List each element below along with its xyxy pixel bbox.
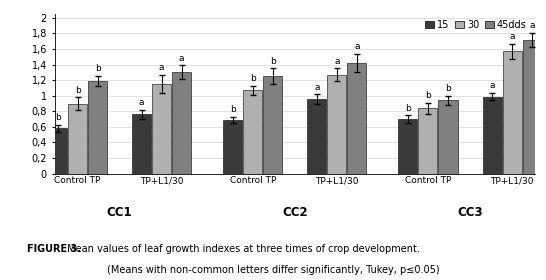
Text: b: b: [405, 104, 411, 113]
Bar: [399, 119, 418, 174]
Bar: [418, 108, 437, 174]
Bar: [523, 40, 542, 174]
Text: CC1: CC1: [107, 206, 133, 219]
Bar: [172, 73, 191, 174]
Text: a: a: [314, 83, 319, 92]
Text: Mean values of leaf growth indexes at three times of crop development.: Mean values of leaf growth indexes at th…: [64, 244, 420, 254]
Bar: [307, 99, 327, 174]
Bar: [88, 81, 107, 174]
Bar: [328, 75, 346, 174]
Text: b: b: [425, 91, 431, 101]
Text: FIGURE 3.: FIGURE 3.: [27, 244, 81, 254]
Text: b: b: [95, 64, 100, 73]
Text: b: b: [230, 106, 236, 115]
Bar: [438, 101, 458, 174]
Text: b: b: [55, 113, 61, 122]
Bar: [244, 90, 262, 174]
Bar: [152, 84, 171, 174]
Text: a: a: [354, 42, 360, 51]
Text: a: a: [139, 99, 145, 108]
Text: a: a: [334, 57, 340, 66]
Bar: [483, 97, 502, 174]
Text: a: a: [529, 21, 535, 30]
Text: b: b: [445, 84, 451, 94]
Text: CC2: CC2: [282, 206, 307, 219]
Text: (Means with non-common letters differ significantly, Tukey, p≤0.05): (Means with non-common letters differ si…: [106, 265, 440, 275]
Bar: [263, 76, 282, 174]
Bar: [223, 120, 242, 174]
Text: a: a: [509, 32, 515, 41]
Text: a: a: [489, 81, 495, 90]
Text: b: b: [270, 57, 276, 66]
Text: b: b: [75, 86, 80, 95]
Text: a: a: [159, 63, 164, 73]
Bar: [502, 51, 521, 174]
Text: a: a: [179, 54, 185, 63]
Bar: [132, 115, 151, 174]
Text: b: b: [250, 74, 256, 83]
Bar: [347, 63, 366, 174]
Legend: 15, 30, 45dds: 15, 30, 45dds: [422, 16, 530, 33]
Text: CC3: CC3: [457, 206, 483, 219]
Bar: [48, 129, 67, 174]
Bar: [68, 104, 87, 174]
